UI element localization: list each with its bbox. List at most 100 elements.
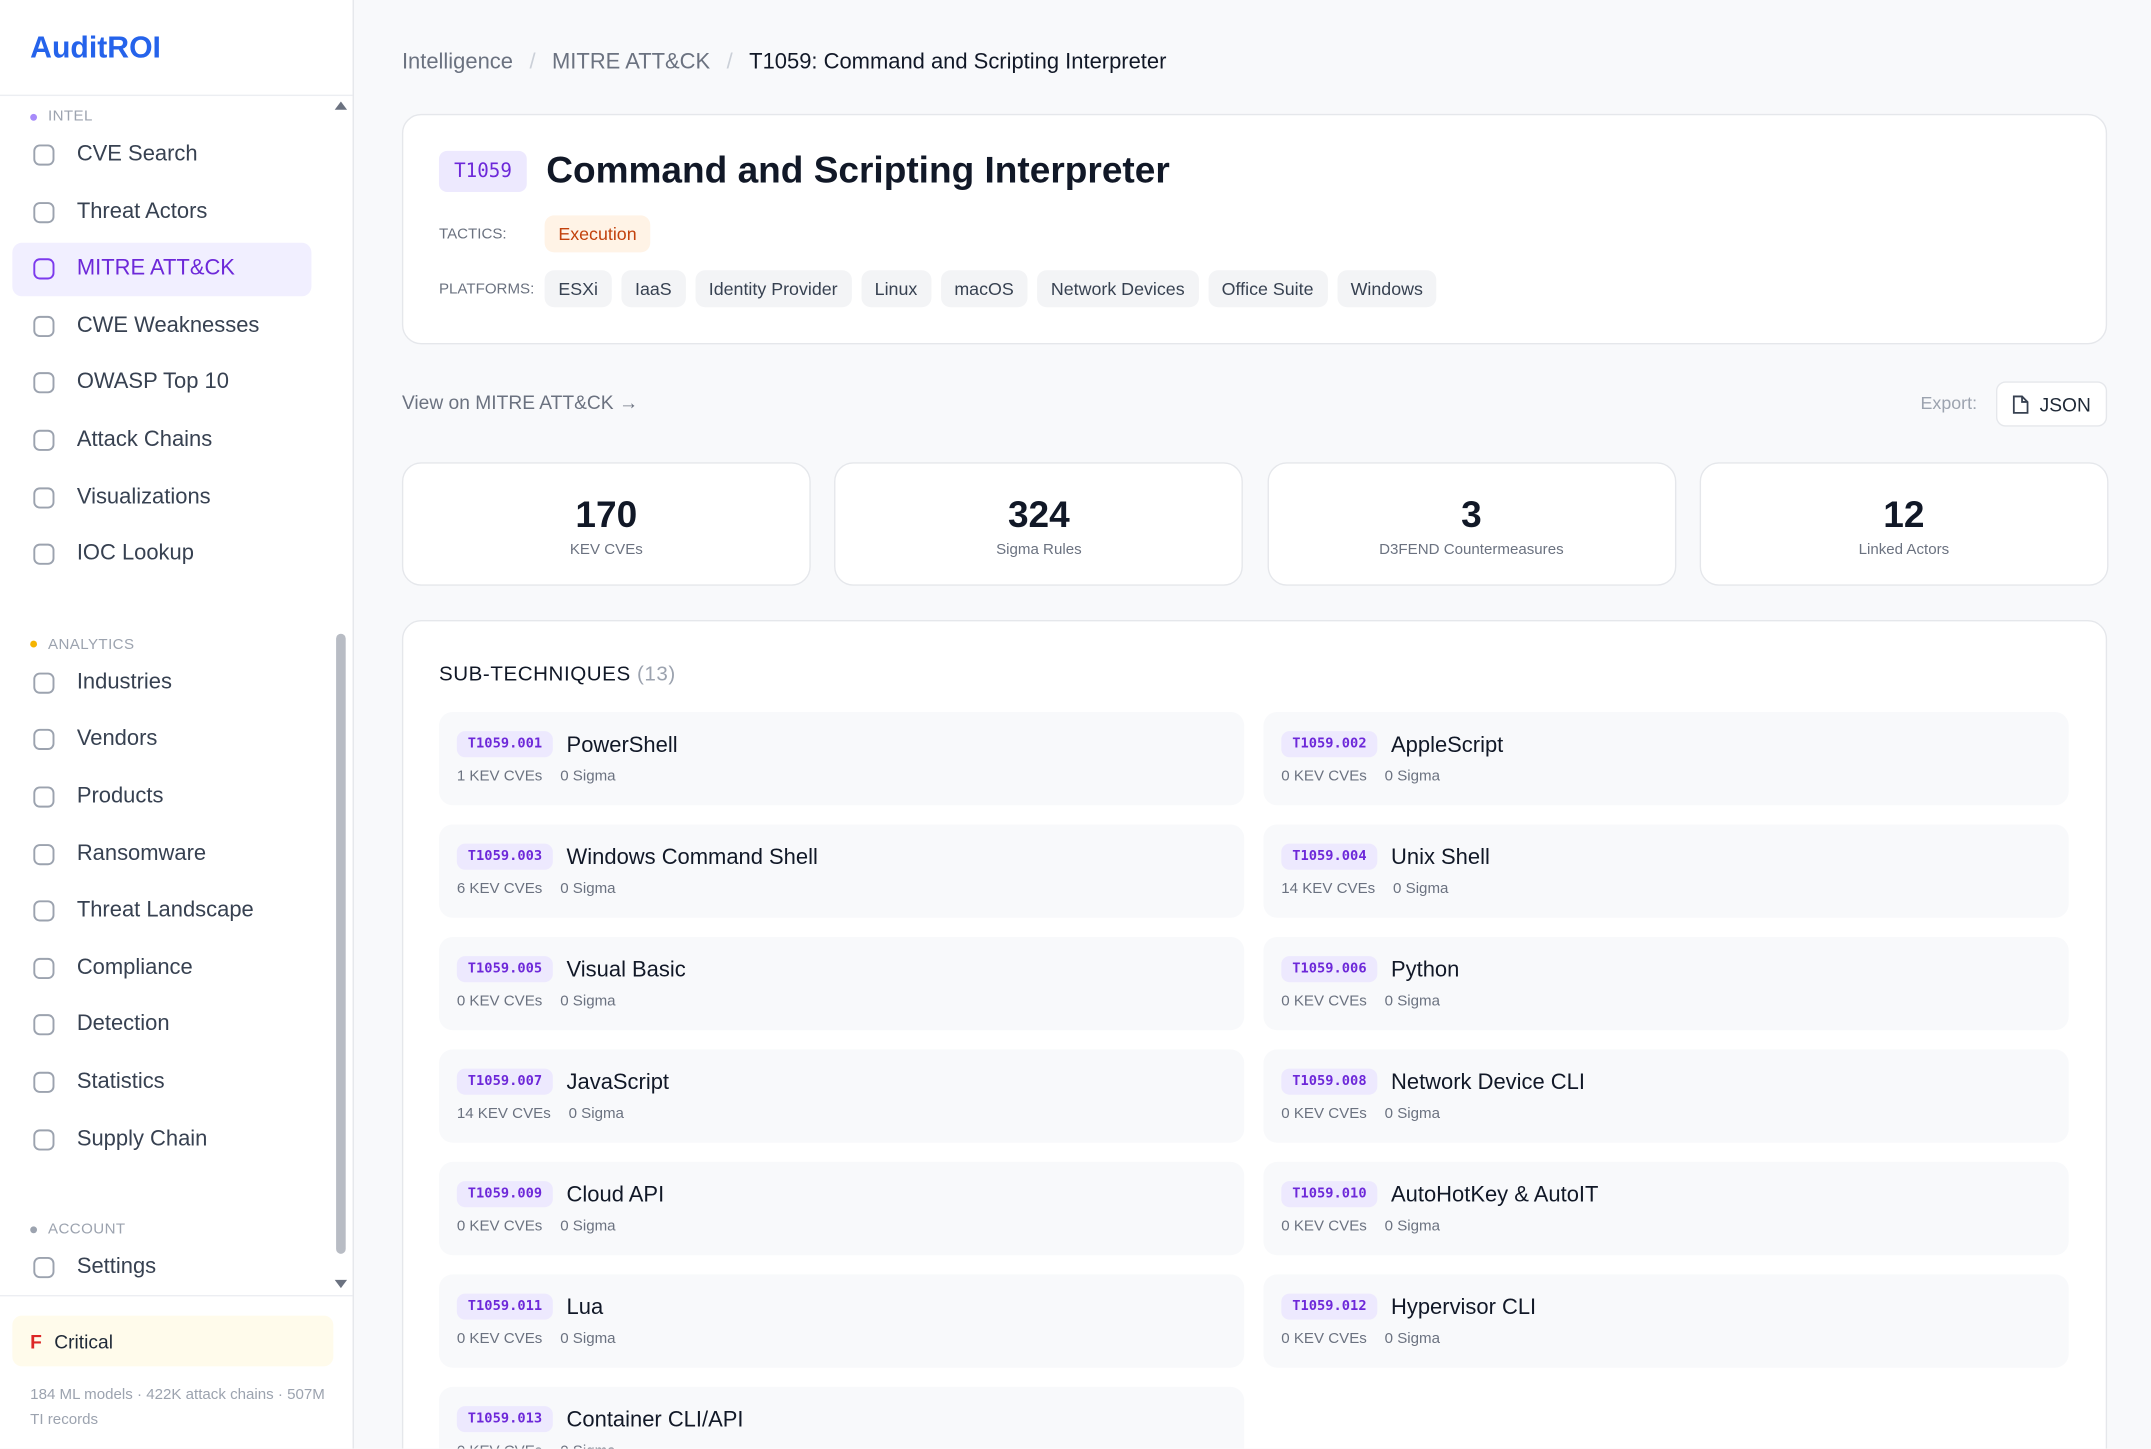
platform-pill: Network Devices [1037, 270, 1199, 308]
kev-count: 14 KEV CVEs [456, 1105, 551, 1123]
nav-item[interactable]: Attack Chains [12, 414, 311, 468]
sub-technique[interactable]: T1059.007 JavaScript 14 KEV CVEs 0 Sigma [438, 1049, 1245, 1143]
stat-value: 170 [575, 493, 638, 536]
nav-icon [33, 429, 55, 451]
sigma-count: 0 Sigma [568, 1105, 624, 1123]
nav-icon [33, 843, 55, 865]
nav-item[interactable]: IOC Lookup [12, 528, 311, 582]
nav-item[interactable]: Detection [12, 999, 311, 1053]
breadcrumb-item[interactable]: Intelligence [401, 50, 513, 75]
nav-icon [33, 957, 55, 979]
platform-pill: IaaS [621, 270, 686, 308]
grade-label: Critical [54, 1329, 113, 1352]
sigma-count: 0 Sigma [1384, 1105, 1441, 1123]
breadcrumb-item: T1059: Command and Scripting Interpreter [749, 50, 1167, 75]
file-icon [2012, 394, 2029, 414]
sub-technique-meta: 0 KEV CVEs 0 Sigma [1281, 768, 1440, 784]
sub-technique[interactable]: T1059.001 PowerShell 1 KEV CVEs 0 Sigma [438, 711, 1245, 806]
stat-card: 12 Linked Actors [1699, 462, 2109, 586]
sigma-count: 0 Sigma [560, 1330, 616, 1348]
stat-value: 3 [1461, 493, 1482, 536]
kev-count: 0 KEV CVEs [1281, 993, 1367, 1010]
nav-item[interactable]: Visualizations [12, 471, 311, 525]
sub-technique[interactable]: T1059.012 Hypervisor CLI 0 KEV CVEs 0 Sigma [1263, 1274, 2069, 1368]
nav-item[interactable]: OWASP Top 10 [12, 357, 311, 411]
sub-technique[interactable]: T1059.013 Container CLI/API 0 KEV CVEs 0 Si… [438, 1386, 1245, 1449]
mitre-link[interactable]: View on MITRE ATT&CK → [401, 390, 639, 413]
stat-card: 324 Sigma Rules [834, 462, 1244, 586]
sub-technique[interactable]: T1059.002 AppleScript 0 KEV CVEs 0 Sigma [1263, 711, 2069, 806]
breadcrumb-item[interactable]: MITRE ATT&CK [552, 50, 711, 75]
nav-item[interactable]: MITRE ATT&CK [12, 242, 312, 297]
nav-icon [33, 315, 55, 337]
sub-technique[interactable]: T1059.008 Network Device CLI 0 KEV CVEs 0 S… [1263, 1049, 2069, 1143]
sub-technique[interactable]: T1059.011 Lua 0 KEV CVEs 0 Sigma [438, 1274, 1245, 1368]
scroll-down[interactable] [333, 1277, 348, 1291]
sub-technique[interactable]: T1059.003 Windows Command Shell 6 KEV CVEs… [438, 824, 1245, 918]
sub-technique-id: T1059.011 [456, 1293, 554, 1320]
nav-label: Compliance [76, 955, 193, 980]
export-label: Export: [1920, 392, 1978, 413]
nav-item[interactable]: Supply Chain [12, 1113, 311, 1167]
nav-item[interactable]: Statistics [12, 1056, 311, 1110]
sub-technique-name: AppleScript [1391, 733, 1504, 758]
sigma-count: 0 Sigma [1384, 1218, 1441, 1235]
kev-count: 0 KEV CVEs [1281, 1218, 1367, 1235]
nav-label: MITRE ATT&CK [76, 256, 235, 281]
sub-technique-id: T1059.012 [1281, 1293, 1378, 1320]
nav-item[interactable]: CVE Search [12, 128, 311, 182]
nav-label: Industries [76, 670, 172, 694]
nav-item[interactable]: Threat Landscape [12, 884, 311, 938]
kev-count: 1 KEV CVEs [456, 768, 543, 785]
stat-card: 170 KEV CVEs [401, 462, 811, 586]
section-title: INTEL [48, 108, 93, 125]
sub-technique[interactable]: T1059.005 Visual Basic 0 KEV CVEs 0 Sigma [438, 936, 1245, 1031]
kev-count: 0 KEV CVEs [456, 1330, 543, 1348]
nav-icon [33, 1257, 55, 1279]
technique-title: Command and Scripting Interpreter [546, 149, 1170, 191]
sidebar: AuditROI INTEL CVE Search Threat Actors MIT… [0, 0, 354, 1449]
risk-grade[interactable]: F Critical [12, 1315, 334, 1367]
sub-technique[interactable]: T1059.009 Cloud API 0 KEV CVEs 0 Sigma [438, 1161, 1245, 1256]
nav-item[interactable]: Settings [12, 1241, 311, 1295]
sub-technique[interactable]: T1059.006 Python 0 KEV CVEs 0 Sigma [1263, 936, 2069, 1031]
scrollbar[interactable] [336, 633, 346, 1254]
brand[interactable]: AuditROI [30, 30, 161, 65]
section-gap [0, 581, 329, 624]
sub-technique-name: PowerShell [566, 733, 678, 758]
sub-technique-id: T1059.010 [1281, 1181, 1378, 1208]
nav-label: Statistics [76, 1070, 165, 1094]
nav-icon [33, 1128, 55, 1150]
section-count: (13) [637, 662, 676, 686]
sub-technique-name: Python [1391, 958, 1460, 983]
tactic-pill[interactable]: Execution [544, 215, 651, 253]
nav-item[interactable]: Ransomware [12, 827, 311, 881]
nav-item[interactable]: CWE Weaknesses [12, 300, 311, 354]
sigma-count: 0 Sigma [560, 1218, 616, 1235]
sigma-count: 0 Sigma [560, 993, 616, 1010]
nav-item[interactable]: Threat Actors [12, 185, 311, 239]
sub-technique[interactable]: T1059.004 Unix Shell 14 KEV CVEs 0 Sigma [1263, 824, 2069, 918]
sub-technique[interactable]: T1059.010 AutoHotKey & AutoIT 0 KEV CVEs 0 … [1263, 1161, 2069, 1256]
nav-item[interactable]: Vendors [12, 713, 311, 767]
stat-label: KEV CVEs [569, 541, 643, 559]
nav-item[interactable]: Products [12, 770, 311, 824]
scroll-up[interactable] [333, 99, 348, 113]
sub-technique-id: T1059.002 [1281, 731, 1378, 758]
nav-icon [33, 486, 55, 509]
export-json-button[interactable]: JSON [1995, 381, 2108, 427]
nav-icon [33, 543, 55, 566]
nav-item[interactable]: Compliance [12, 941, 311, 995]
section-header: ACCOUNT [30, 1221, 329, 1238]
nav-label: Supply Chain [76, 1127, 208, 1151]
nav-label: Threat Actors [76, 199, 208, 224]
nav-item[interactable]: Industries [12, 656, 311, 710]
sigma-count: 0 Sigma [560, 1443, 615, 1448]
section-header: INTEL [30, 108, 329, 125]
section-dot [30, 640, 38, 648]
nav-icon [33, 672, 55, 694]
kev-count: 6 KEV CVEs [456, 880, 543, 898]
sub-technique-id: T1059.003 [456, 843, 554, 870]
sub-technique-name: Cloud API [566, 1183, 665, 1208]
